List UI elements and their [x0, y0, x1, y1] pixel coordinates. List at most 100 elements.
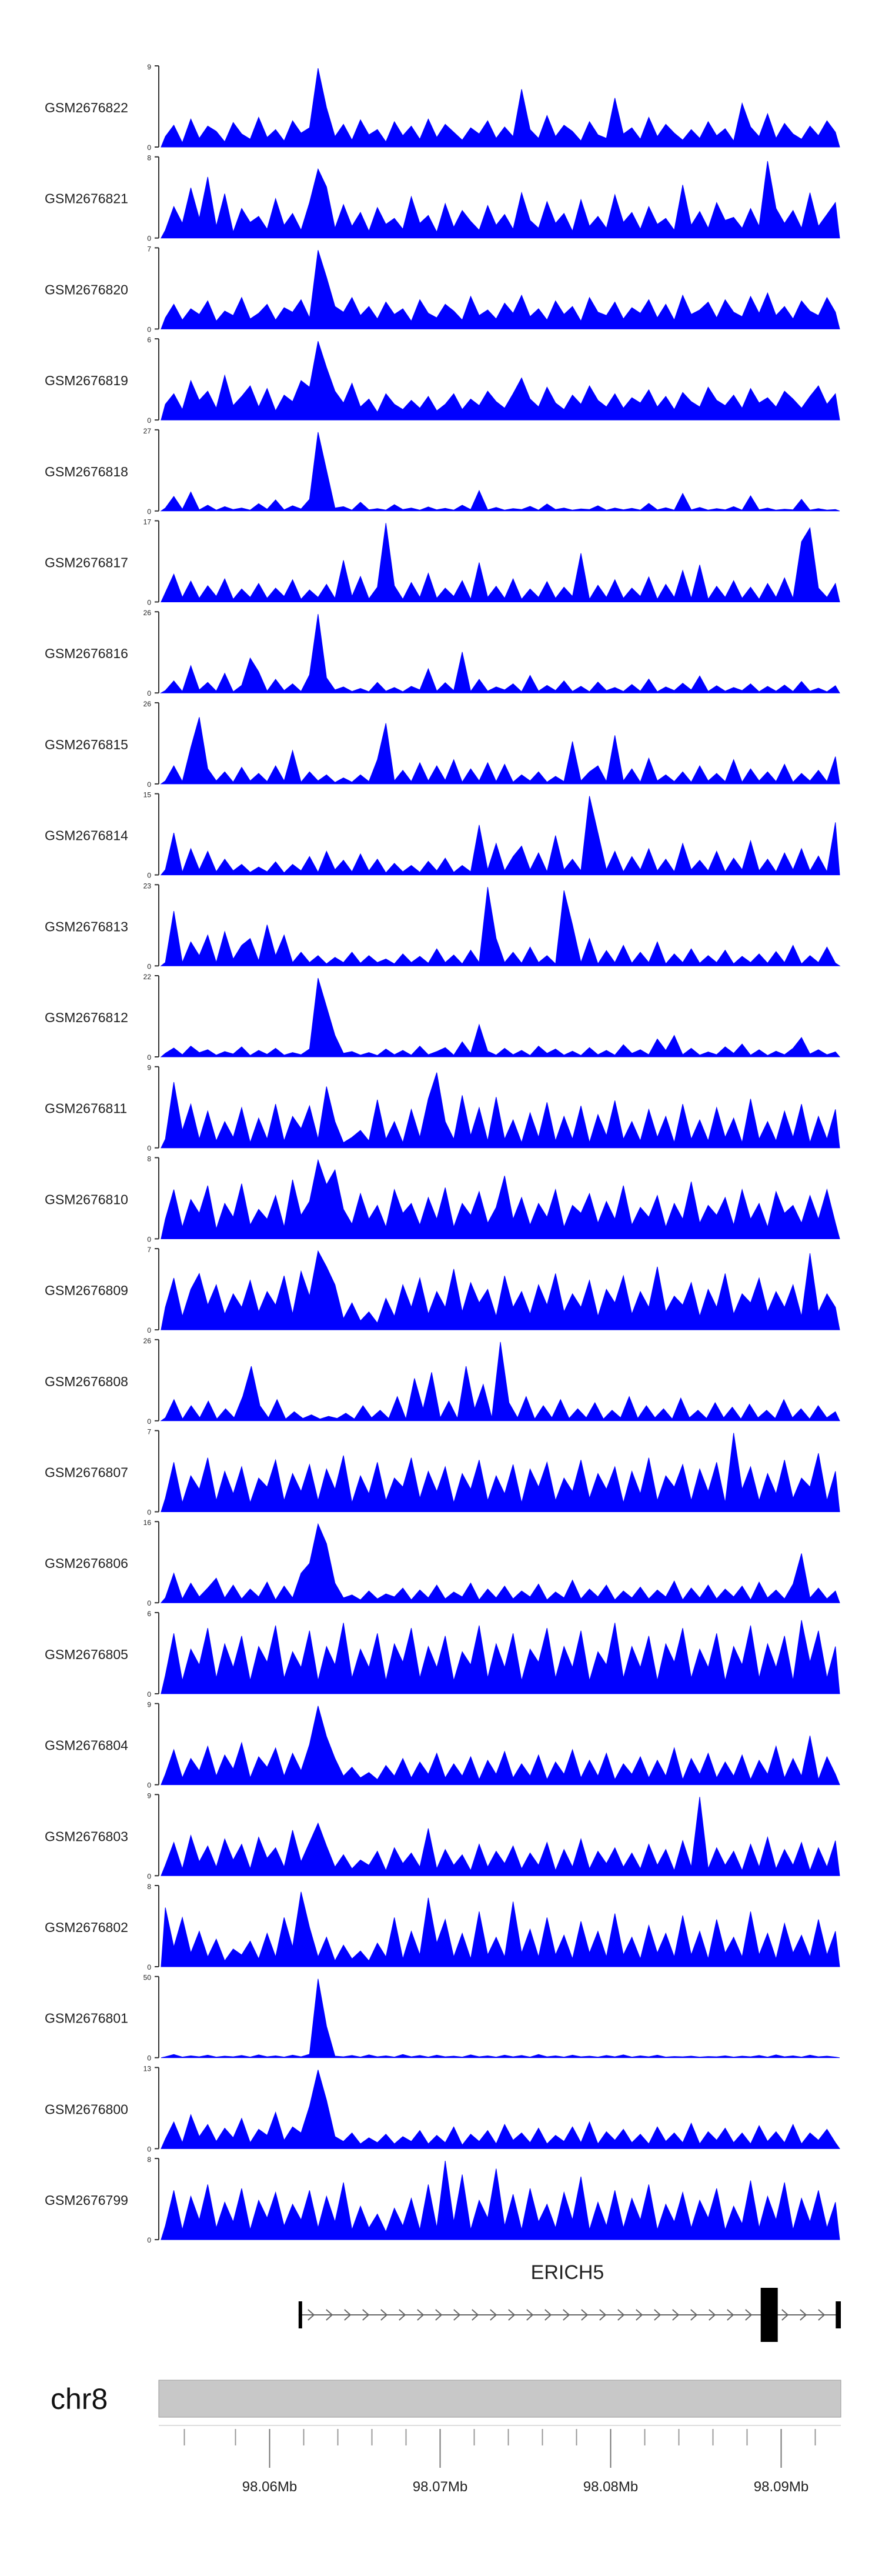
- track-GSM2676802: GSM2676802 8 0: [45, 1883, 840, 1971]
- track-GSM2676805: GSM2676805 6 0: [45, 1610, 840, 1699]
- y-axis-max-label: 6: [147, 336, 151, 344]
- y-axis-zero-label: 0: [147, 962, 151, 970]
- coverage-area: [161, 1797, 840, 1876]
- strand-arrow: [362, 2309, 370, 2321]
- y-axis-max-label: 15: [143, 791, 152, 799]
- y-axis-zero-label: 0: [147, 1963, 151, 1971]
- y-axis-zero-label: 0: [147, 2236, 151, 2244]
- strand-arrow: [581, 2309, 589, 2321]
- track-GSM2676819: GSM2676819 6 0: [45, 336, 840, 425]
- coverage-area: [160, 796, 840, 876]
- y-axis-zero-label: 0: [147, 235, 151, 243]
- y-axis-zero-label: 0: [147, 1144, 151, 1153]
- track-label: GSM2676822: [45, 100, 128, 115]
- gene-label-erich5: ERICH5: [531, 2261, 604, 2284]
- axis-tick-label: 98.08Mb: [583, 2479, 638, 2495]
- chromosome-ideogram: [158, 2380, 841, 2418]
- strand-arrow: [563, 2309, 570, 2321]
- y-axis-zero-label: 0: [147, 508, 151, 516]
- strand-arrow: [399, 2309, 406, 2321]
- coverage-area: [160, 887, 841, 966]
- strand-arrow: [617, 2309, 625, 2321]
- y-axis-max-label: 26: [143, 700, 152, 708]
- axis-tick-label: 98.07Mb: [413, 2479, 467, 2495]
- track-GSM2676806: GSM2676806 16 0: [45, 1519, 840, 1607]
- strand-arrow: [636, 2309, 643, 2321]
- strand-arrow: [709, 2309, 716, 2321]
- track-GSM2676820: GSM2676820 7 0: [45, 245, 840, 333]
- track-label: GSM2676802: [45, 1920, 128, 1935]
- coverage-area: [161, 341, 840, 421]
- coverage-area: [160, 432, 840, 512]
- y-axis-max-label: 7: [147, 1246, 151, 1254]
- y-axis-max-label: 9: [147, 1791, 151, 1800]
- y-axis-zero-label: 0: [147, 1326, 151, 1334]
- y-axis-zero-label: 0: [147, 780, 151, 789]
- chromosome-axis-track: chr8 98.06Mb 98.07Mb 98.08Mb 98.09Mb: [51, 2380, 841, 2495]
- y-axis-zero-label: 0: [147, 1053, 151, 1062]
- strand-arrow: [544, 2309, 552, 2321]
- track-label: GSM2676812: [45, 1010, 128, 1025]
- y-axis-max-label: 7: [147, 245, 151, 253]
- track-label: GSM2676811: [45, 1101, 127, 1116]
- coverage-area: [160, 1523, 840, 1603]
- strand-arrow: [800, 2309, 807, 2321]
- strand-arrow: [435, 2309, 443, 2321]
- axis-tick-label: 98.06Mb: [242, 2479, 297, 2495]
- y-axis-zero-label: 0: [147, 1690, 151, 1699]
- strand-arrow: [308, 2309, 315, 2321]
- y-axis-max-label: 13: [143, 2064, 152, 2073]
- strand-arrow: [727, 2309, 734, 2321]
- strand-arrow: [818, 2309, 826, 2321]
- coverage-area: [161, 250, 840, 329]
- track-GSM2676809: GSM2676809 7 0: [45, 1246, 840, 1334]
- y-axis-max-label: 6: [147, 1610, 151, 1618]
- track-GSM2676814: GSM2676814 15 0: [45, 791, 840, 880]
- track-label: GSM2676801: [45, 2011, 128, 2026]
- track-GSM2676821: GSM2676821 8 0: [45, 154, 840, 243]
- gene-annotation-track: ERICH5: [298, 2261, 841, 2342]
- track-label: GSM2676799: [45, 2193, 128, 2208]
- y-axis-max-label: 8: [147, 2155, 151, 2164]
- coverage-area: [160, 614, 840, 693]
- track-label: GSM2676806: [45, 1556, 128, 1571]
- y-axis-zero-label: 0: [147, 144, 151, 152]
- strand-arrow: [654, 2309, 662, 2321]
- y-axis-max-label: 26: [143, 1337, 152, 1345]
- track-label: GSM2676807: [45, 1465, 128, 1480]
- y-axis-zero-label: 0: [147, 1781, 151, 1790]
- y-axis-max-label: 9: [147, 1701, 151, 1709]
- track-GSM2676807: GSM2676807 7 0: [45, 1428, 840, 1517]
- genome-axis-ticks: 98.06Mb 98.07Mb 98.08Mb 98.09Mb: [159, 2425, 841, 2495]
- y-axis-max-label: 8: [147, 1883, 151, 1891]
- coverage-area: [160, 1342, 840, 1422]
- y-axis-max-label: 8: [147, 1154, 151, 1163]
- track-label: GSM2676808: [45, 1374, 128, 1389]
- track-label: GSM2676810: [45, 1192, 128, 1207]
- coverage-tracks: GSM267682290GSM267682180GSM267682070GSM2…: [45, 63, 841, 2244]
- track-GSM2676808: GSM2676808 26 0: [45, 1337, 840, 1426]
- track-GSM2676822: GSM2676822 9 0: [45, 63, 840, 152]
- track-GSM2676813: GSM2676813 23 0: [45, 882, 841, 970]
- y-axis-max-label: 17: [143, 518, 152, 526]
- y-axis-zero-label: 0: [147, 325, 151, 333]
- y-axis-zero-label: 0: [147, 599, 151, 607]
- track-label: GSM2676800: [45, 2101, 128, 2117]
- track-label: GSM2676809: [45, 1283, 128, 1298]
- coverage-area: [161, 1891, 840, 1967]
- gene-exon-3: [836, 2301, 841, 2328]
- coverage-area: [161, 1706, 840, 1786]
- track-label: GSM2676819: [45, 373, 128, 388]
- y-axis-max-label: 27: [143, 427, 152, 435]
- axis-tick-label: 98.09Mb: [754, 2479, 808, 2495]
- strand-arrow: [690, 2309, 698, 2321]
- coverage-area: [161, 2070, 840, 2149]
- coverage-area: [160, 717, 840, 785]
- track-GSM2676818: GSM2676818 27 0: [45, 427, 840, 516]
- y-axis-zero-label: 0: [147, 689, 151, 698]
- gene-exon-1: [298, 2301, 302, 2328]
- track-GSM2676815: GSM2676815 26 0: [45, 700, 840, 789]
- y-axis-max-label: 8: [147, 154, 151, 162]
- track-GSM2676817: GSM2676817 17 0: [45, 518, 840, 607]
- coverage-area: [161, 1159, 840, 1239]
